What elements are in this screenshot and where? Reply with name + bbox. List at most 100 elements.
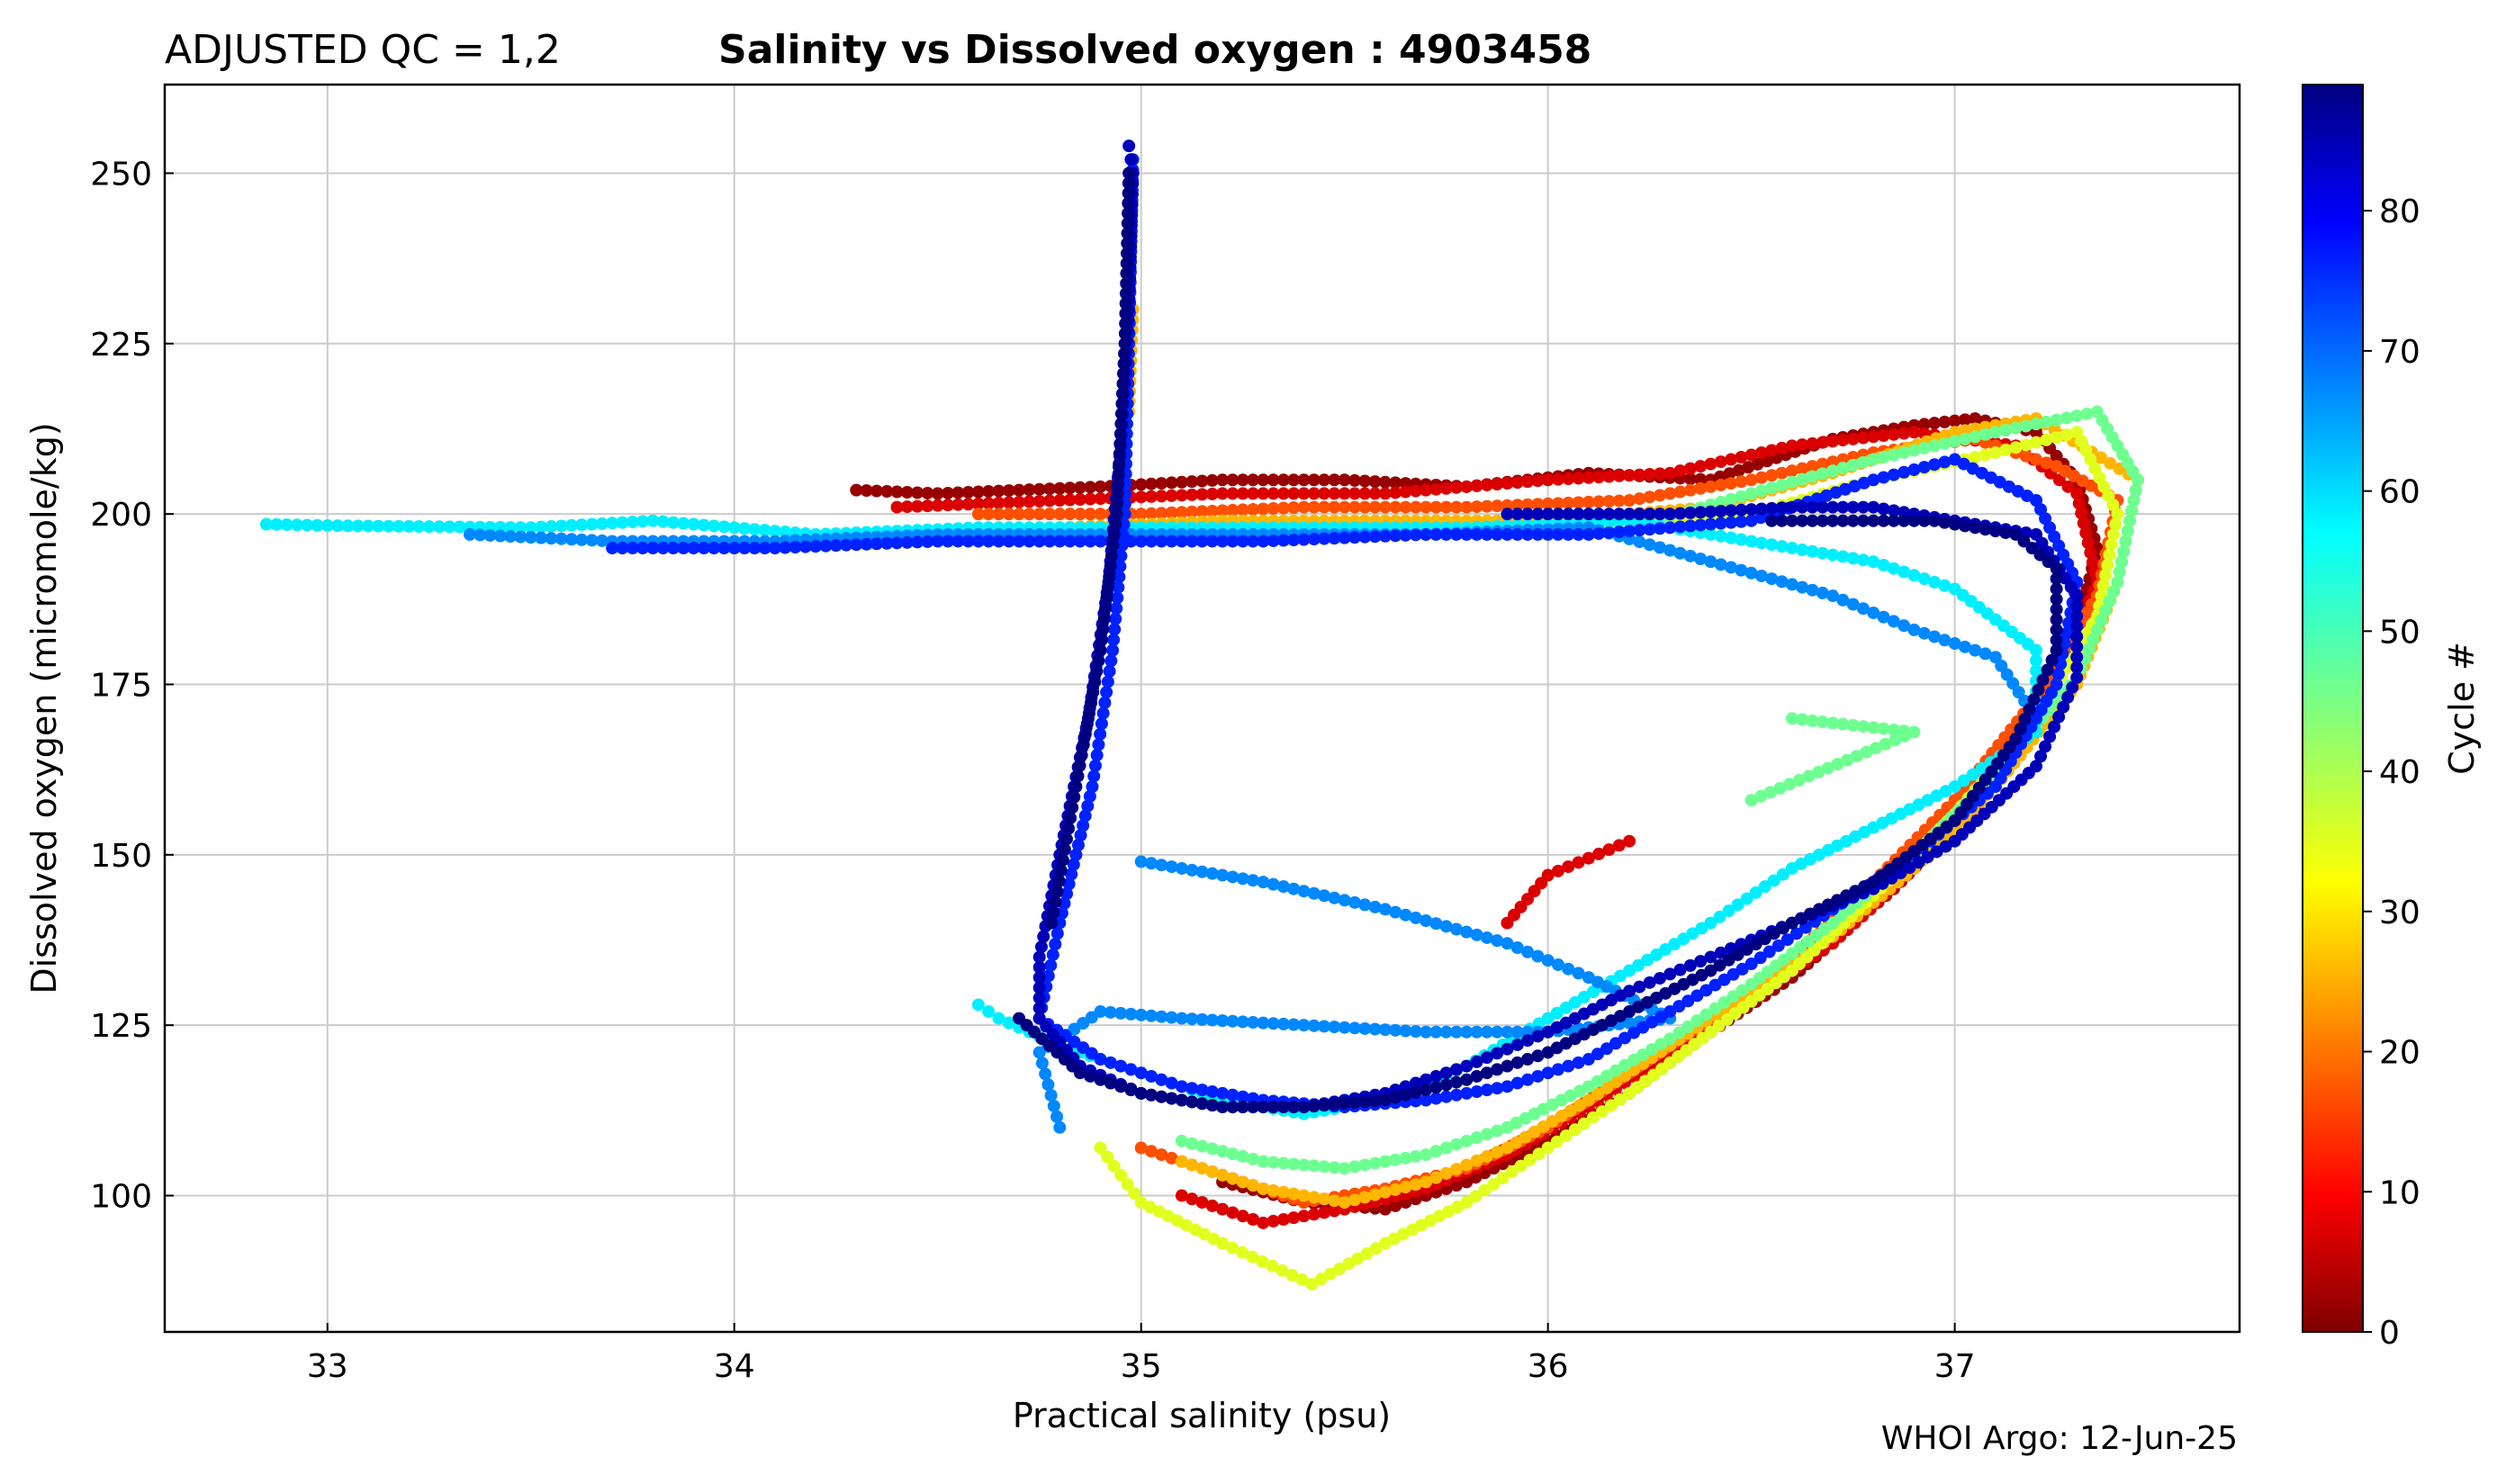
scatter-point xyxy=(1084,481,1097,494)
scatter-point xyxy=(1480,931,1493,944)
scatter-point xyxy=(2040,433,2053,446)
scatter-point xyxy=(1216,868,1230,882)
scatter-point xyxy=(1134,1196,1148,1210)
scatter-point xyxy=(1358,474,1372,488)
scatter-point xyxy=(1101,580,1114,594)
scatter-point xyxy=(1785,500,1798,514)
scatter-point xyxy=(1551,508,1564,521)
x-axis-ticks: 33 34 35 36 37 xyxy=(307,1323,1976,1385)
scatter-point xyxy=(616,542,629,555)
scatter-point xyxy=(942,486,955,499)
scatter-point xyxy=(1449,1063,1463,1076)
scatter-point xyxy=(1035,1057,1049,1070)
scatter-point xyxy=(1988,445,2002,459)
scatter-point xyxy=(768,525,781,538)
scatter-point xyxy=(1958,413,1971,427)
scatter-point xyxy=(1124,1007,1138,1021)
scatter-point xyxy=(1979,523,1992,536)
scatter-point xyxy=(1119,287,1132,301)
scatter-point xyxy=(1449,1179,1463,1192)
scatter-point xyxy=(575,533,589,546)
scatter-point xyxy=(1113,571,1126,584)
scatter-point xyxy=(1683,462,1697,475)
scatter-point xyxy=(1095,633,1108,646)
scatter-point xyxy=(1480,1066,1493,1080)
scatter-point xyxy=(1602,494,1616,508)
scatter-point xyxy=(1128,1187,1141,1200)
scatter-point xyxy=(1694,553,1708,566)
scatter-point xyxy=(1050,885,1064,898)
scatter-point xyxy=(1023,483,1036,497)
scatter-point xyxy=(1297,473,1311,487)
scatter-point xyxy=(1869,742,1882,755)
scatter-point xyxy=(1735,984,1749,997)
scatter-point xyxy=(1521,1053,1535,1066)
scatter-point xyxy=(1785,542,1798,555)
scatter-point xyxy=(1195,474,1209,488)
scatter-point xyxy=(1378,1237,1392,1250)
scatter-point xyxy=(1796,472,1809,486)
scatter-point xyxy=(1731,898,1744,912)
scatter-point xyxy=(2027,693,2041,706)
scatter-point xyxy=(1420,1148,1433,1162)
scatter-point xyxy=(1550,1135,1564,1148)
scatter-point xyxy=(1816,457,1829,471)
scatter-point xyxy=(514,530,527,544)
scatter-point xyxy=(1491,1047,1504,1060)
scatter-point xyxy=(1114,417,1128,430)
scatter-point xyxy=(1439,1078,1453,1092)
scatter-point xyxy=(1831,758,1844,771)
scatter-point xyxy=(1063,493,1077,507)
scatter-point xyxy=(1287,473,1301,487)
scatter-point xyxy=(1276,473,1290,487)
scatter-point xyxy=(1307,1191,1321,1204)
scatter-point xyxy=(1368,500,1382,514)
scatter-point xyxy=(1836,500,1850,514)
scatter-point xyxy=(1205,1013,1219,1027)
scatter-point xyxy=(1826,464,1840,478)
scatter-point xyxy=(1236,535,1249,548)
scatter-point xyxy=(1368,1156,1382,1170)
x-tick-label: 36 xyxy=(1528,1348,1569,1385)
scatter-point xyxy=(1094,643,1107,657)
scatter-point xyxy=(1780,933,1794,947)
scatter-point xyxy=(850,483,863,497)
scatter-point xyxy=(1002,1016,1015,1030)
scatter-point xyxy=(2061,690,2075,704)
scatter-point xyxy=(1532,1147,1546,1161)
scatter-point xyxy=(1246,1213,1259,1227)
scatter-point xyxy=(1816,586,1829,599)
scatter-point xyxy=(992,508,1005,521)
scatter-point xyxy=(2019,419,2033,433)
scatter-point xyxy=(1501,937,1514,950)
scatter-point xyxy=(1562,496,1575,509)
scatter-point xyxy=(1449,500,1463,514)
scatter-point xyxy=(1725,531,1738,544)
scatter-point xyxy=(1612,839,1626,852)
scatter-point xyxy=(1592,847,1606,860)
scatter-point xyxy=(1110,602,1123,616)
scatter-point xyxy=(1582,527,1595,541)
scatter-point xyxy=(850,538,863,552)
scatter-point xyxy=(1846,432,1860,445)
scatter-point xyxy=(1103,664,1116,678)
scatter-point xyxy=(708,542,721,555)
scatter-point xyxy=(1369,1242,1383,1255)
scatter-point xyxy=(1907,623,1921,636)
scatter-point xyxy=(1917,572,1931,586)
scatter-point xyxy=(1551,472,1564,486)
scatter-point xyxy=(1114,407,1128,420)
scatter-point xyxy=(1389,476,1402,490)
scatter-point xyxy=(1460,527,1474,541)
scatter-point xyxy=(1806,460,1819,473)
scatter-point xyxy=(2125,504,2139,517)
scatter-point xyxy=(1043,482,1057,496)
scatter-point xyxy=(1049,895,1062,909)
scatter-point xyxy=(1112,467,1125,481)
scatter-point xyxy=(1510,1056,1524,1069)
scatter-point xyxy=(1663,487,1677,500)
scatter-point xyxy=(1531,508,1545,521)
scatter-point xyxy=(1887,427,1900,441)
scatter-point xyxy=(1783,778,1797,791)
scatter-point xyxy=(2050,572,2063,586)
